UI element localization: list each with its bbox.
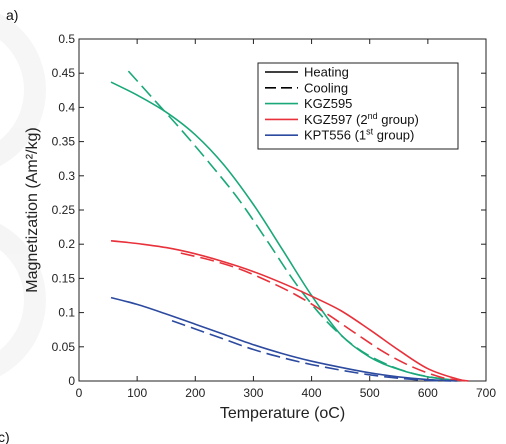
x-tick-label: 500 [360,386,380,400]
watermark-circle-bottom [0,223,46,377]
y-tick-label: 0.25 [52,203,76,217]
series-line-kgz595-cooling [127,70,443,380]
x-tick-label: 200 [185,386,205,400]
y-tick-label: 0.35 [52,135,76,149]
x-tick-label: 400 [302,386,322,400]
series-line-kgz597-2nd-group-heating [110,240,469,382]
y-tick-label: 0.5 [58,32,75,46]
y-tick-label: 0 [68,374,75,388]
y-axis-label: Magnetization (Am²/kg) [24,127,41,292]
series-line-kgz597-2nd-group-cooling [180,252,466,382]
y-tick-label: 0.2 [58,237,75,251]
watermark-circles [0,13,46,377]
legend-entry: Cooling [304,80,348,95]
y-tick-label: 0.4 [58,100,75,114]
y-tick-label: 0.05 [52,340,76,354]
panel-label: a) [6,7,18,23]
x-tick-label: 700 [476,386,496,400]
series-line-kpt556-1st-group-cooling [171,320,452,382]
legend-entry: KGZ595 [304,96,352,111]
x-tick-label: 600 [418,386,438,400]
x-tick-label: 0 [76,386,83,400]
x-axis-label: Temperature (oC) [220,405,345,422]
legend-entry: Heating [304,65,349,80]
bottom-panel-label: c) [0,429,10,444]
y-axis-ticks: 0 0.05 0.1 0.15 0.2 0.25 0.3 0.35 0.4 0.45 0.5 [52,32,486,388]
y-tick-label: 0.1 [58,306,75,320]
legend-entry: KPT556 (1st group) [304,127,414,143]
series-layer [110,70,469,382]
watermark-circle-top [0,13,46,167]
plot-area: 0 100 200 300 400 500 600 700 0 0.05 0.1 0.15 0.2 0.… [52,32,497,400]
legend-entry: KGZ597 (2nd group) [304,111,419,127]
x-tick-label: 300 [243,386,263,400]
y-tick-label: 0.15 [52,271,76,285]
y-tick-label: 0.45 [52,66,76,80]
y-tick-label: 0.3 [58,169,75,183]
series-line-kpt556-1st-group-heating [110,296,457,382]
x-tick-label: 100 [127,386,147,400]
